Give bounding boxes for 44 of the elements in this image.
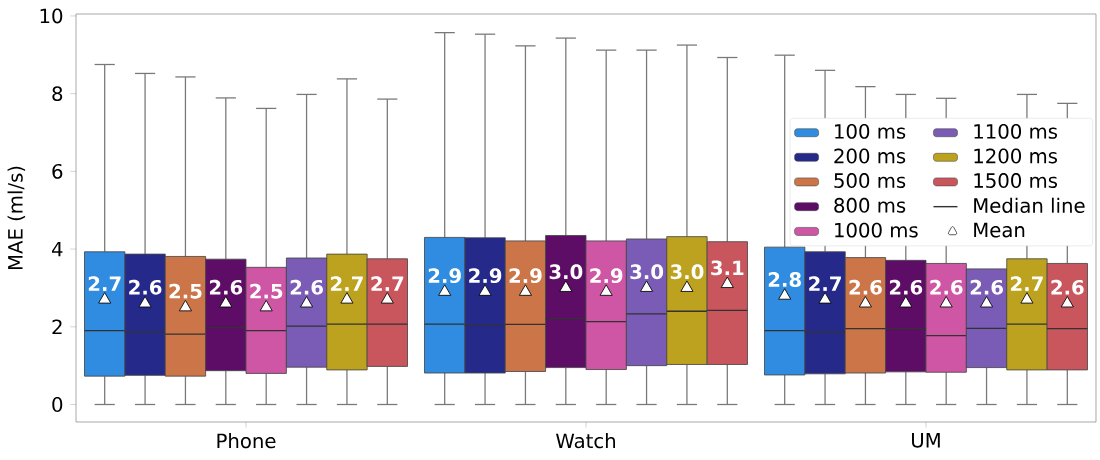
legend-label: 1500 ms: [974, 173, 1058, 189]
annotation: Median line: [974, 197, 1085, 213]
annotation: Mean: [974, 222, 1025, 238]
text: 2.6: [209, 279, 243, 295]
legend-label: 100 ms: [835, 123, 906, 139]
text: 2.5: [169, 283, 202, 299]
legend-label: 1100 ms: [974, 123, 1058, 139]
y-tick-label: 6: [52, 163, 63, 179]
text: 2.6: [970, 279, 1003, 295]
text: 2.6: [1051, 279, 1084, 295]
text: 3.0: [630, 264, 664, 280]
legend-label: 1000 ms: [835, 222, 918, 238]
text: 2.7: [1011, 276, 1043, 291]
x-tick-label: Phone: [217, 433, 276, 449]
text: 2.6: [849, 279, 882, 295]
text: 2.9: [428, 268, 461, 284]
text: 2.7: [371, 276, 404, 291]
y-tick-label: 4: [51, 241, 63, 257]
text: 2.7: [88, 276, 121, 291]
y-tick-label: 0: [52, 397, 63, 412]
legend-label: 1200 ms: [974, 148, 1058, 164]
legend-label: 800 ms: [834, 197, 906, 213]
text: 2.5: [250, 283, 283, 299]
text: 3.1: [711, 260, 744, 276]
x-tick-label: UM: [912, 433, 940, 448]
text: 2.6: [129, 279, 162, 295]
text: 2.9: [590, 268, 623, 284]
x-tick-label: Watch: [556, 433, 615, 449]
text: 3.0: [549, 264, 583, 280]
text: 2.6: [930, 279, 963, 295]
text: 2.8: [768, 272, 801, 287]
text: 3.0: [670, 264, 704, 280]
text: 2.9: [509, 268, 542, 284]
legend-label: 500 ms: [834, 173, 906, 189]
text: 2.6: [889, 279, 923, 295]
legend-label: 200 ms: [834, 148, 906, 164]
y-axis-title: MAE (ml/s): [7, 166, 26, 270]
text: 2.6: [290, 279, 323, 295]
y-tick-label: 10: [40, 8, 63, 24]
y-tick-label: 2: [52, 319, 62, 335]
text: 2.9: [469, 268, 502, 284]
text: 2.7: [809, 276, 841, 291]
text: 2.7: [331, 276, 363, 291]
y-tick-label: 8: [52, 86, 63, 102]
